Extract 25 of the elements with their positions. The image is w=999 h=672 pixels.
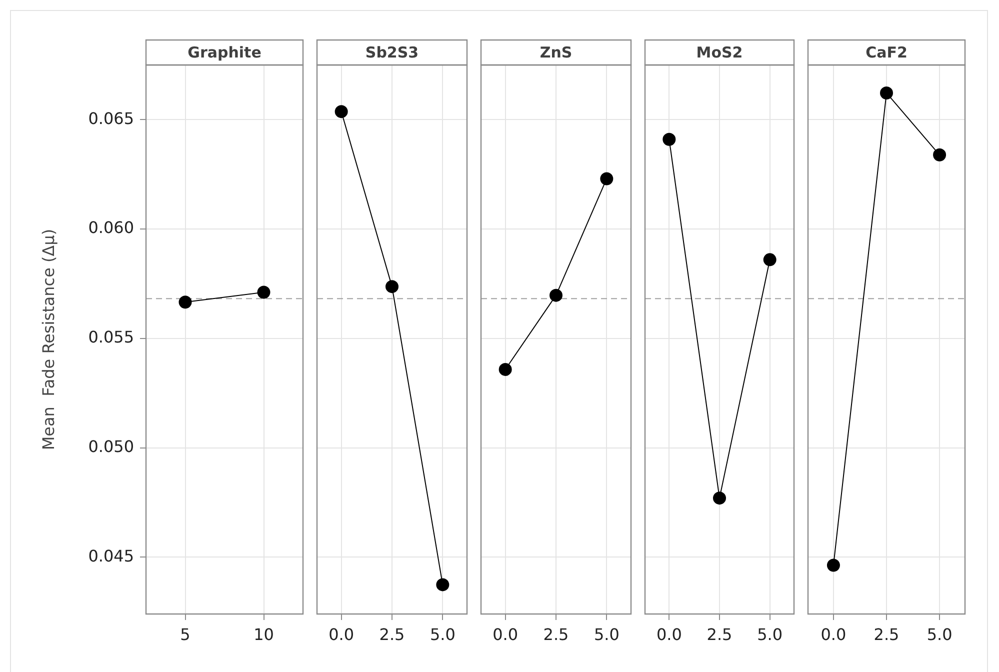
chart-title: Graphite bbox=[188, 43, 262, 62]
x-tick-label: 0.0 bbox=[492, 624, 518, 644]
y-tick-label: 0.045 bbox=[88, 546, 134, 566]
y-tick-label: 0.050 bbox=[88, 436, 134, 456]
x-tick-label: 2.5 bbox=[379, 624, 405, 644]
x-tick-label: 2.5 bbox=[706, 624, 732, 644]
chart-title: MoS2 bbox=[696, 43, 743, 62]
x-tick-label: 5.0 bbox=[757, 624, 783, 644]
x-tick-label: 0.0 bbox=[820, 624, 846, 644]
x-tick-label: 5.0 bbox=[926, 624, 952, 644]
x-tick-label: 2.5 bbox=[874, 624, 900, 644]
x-tick-label: 5.0 bbox=[594, 624, 620, 644]
y-tick-label: 0.055 bbox=[88, 328, 134, 347]
x-tick-label: 0.0 bbox=[656, 624, 682, 644]
chart-title: ZnS bbox=[540, 43, 572, 62]
x-tick-label: 2.5 bbox=[543, 624, 569, 644]
chart-title: Sb2S3 bbox=[365, 43, 419, 62]
y-axis-title: Mean Fade Resistance (Δμ) bbox=[38, 228, 58, 450]
x-tick-label: 0.0 bbox=[328, 624, 354, 644]
x-tick-label: 10 bbox=[254, 624, 274, 644]
x-tick-label: 5 bbox=[180, 624, 190, 644]
chart-title: CaF2 bbox=[866, 43, 908, 62]
y-tick-label: 0.060 bbox=[88, 218, 134, 238]
x-tick-label: 5.0 bbox=[430, 624, 456, 644]
y-tick-label: 0.065 bbox=[88, 108, 134, 128]
